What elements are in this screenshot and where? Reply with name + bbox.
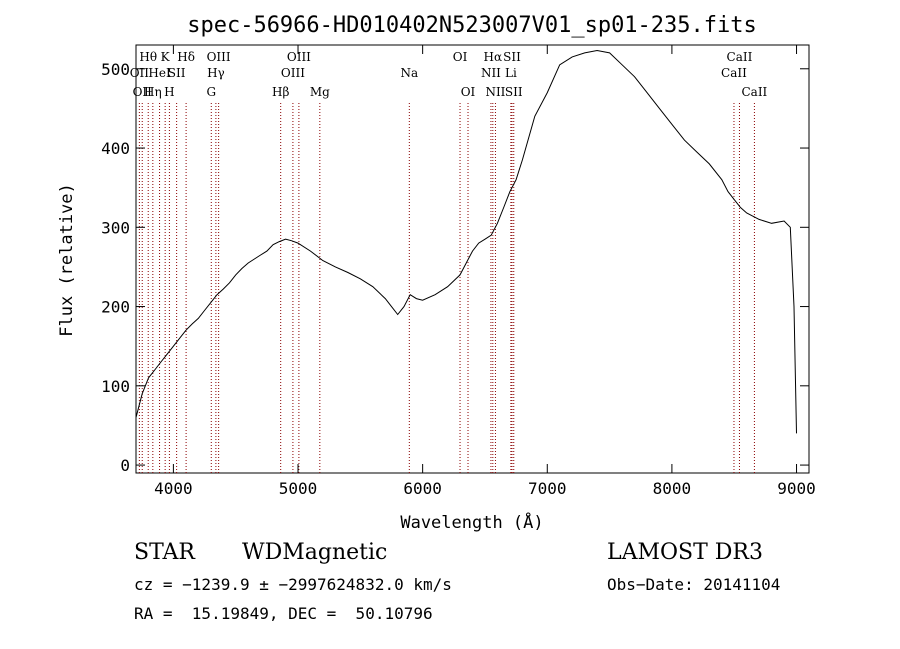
x-tick-label: 9000 bbox=[777, 479, 816, 498]
line-marker-label: Hδ bbox=[177, 50, 195, 64]
line-marker-label: K bbox=[161, 50, 171, 64]
line-marker-label: HeI bbox=[148, 66, 171, 80]
line-marker-label: OIII bbox=[207, 50, 231, 64]
object-subclass: WDMagnetic bbox=[242, 540, 388, 565]
line-marker-label: CaII bbox=[727, 50, 753, 64]
coordinates: RA = 15.19849, DEC = 50.10796 bbox=[134, 604, 433, 623]
line-marker-label: Hα bbox=[484, 50, 503, 64]
y-tick-label: 200 bbox=[101, 298, 130, 317]
line-marker-label: Hβ bbox=[272, 85, 289, 99]
line-marker-label: SII bbox=[168, 66, 186, 80]
line-marker-label: Hθ bbox=[139, 50, 157, 64]
y-tick-label: 500 bbox=[101, 60, 130, 79]
chart-title: spec-56966-HD010402N523007V01_sp01-235.f… bbox=[187, 13, 757, 38]
y-tick-label: 300 bbox=[101, 218, 130, 237]
spectrum-line bbox=[135, 49, 797, 434]
line-marker-label: Hγ bbox=[207, 66, 225, 80]
y-axis-label: Flux (relative) bbox=[57, 183, 77, 337]
line-marker-label: OII bbox=[133, 85, 153, 99]
line-marker-label: OIII bbox=[287, 50, 311, 64]
x-tick-label: 5000 bbox=[279, 479, 318, 498]
obs-date: Obs−Date: 20141104 bbox=[607, 575, 781, 594]
line-marker-label: Mg bbox=[310, 85, 330, 99]
line-marker-label: G bbox=[206, 85, 216, 99]
x-tick-label: 6000 bbox=[403, 479, 442, 498]
survey-name: LAMOST DR3 bbox=[607, 540, 763, 565]
y-tick-label: 100 bbox=[101, 377, 130, 396]
line-marker-label: OIII bbox=[281, 66, 305, 80]
x-tick-label: 4000 bbox=[154, 479, 193, 498]
line-marker-label: NII bbox=[481, 66, 501, 80]
plot-frame bbox=[135, 44, 810, 474]
axis-ticks: 4000 5000 6000 7000 8000 9000 0 100 200 300 400 500 bbox=[101, 45, 816, 498]
x-axis-label: Wavelength (Å) bbox=[400, 511, 543, 533]
x-tick-label: 7000 bbox=[528, 479, 567, 498]
line-markers: OII OII Hθ Hη HeI K H SII Hδ G Hγ OIII Hβ OIII OIII Mg N… bbox=[130, 50, 768, 473]
line-marker-label: H bbox=[164, 85, 174, 99]
line-marker-label: CaII bbox=[721, 66, 747, 80]
line-marker-label: OI bbox=[461, 85, 476, 99]
line-marker-label: Li bbox=[505, 66, 517, 80]
line-marker-label: OI bbox=[453, 50, 468, 64]
line-marker-label: SII bbox=[503, 50, 521, 64]
line-marker-label: NII bbox=[485, 85, 505, 99]
y-tick-label: 400 bbox=[101, 139, 130, 158]
line-marker-label: Na bbox=[400, 66, 418, 80]
object-class: STAR bbox=[134, 540, 195, 565]
redshift-line: cz = −1239.9 ± −2997624832.0 km/s bbox=[134, 575, 452, 594]
line-marker-label: CaII bbox=[741, 85, 767, 99]
y-tick-label: 0 bbox=[120, 456, 130, 475]
x-tick-label: 8000 bbox=[653, 479, 692, 498]
line-marker-label: SII bbox=[505, 85, 523, 99]
line-marker-label: OII bbox=[130, 66, 150, 80]
line-marker-label: Hη bbox=[144, 85, 162, 99]
